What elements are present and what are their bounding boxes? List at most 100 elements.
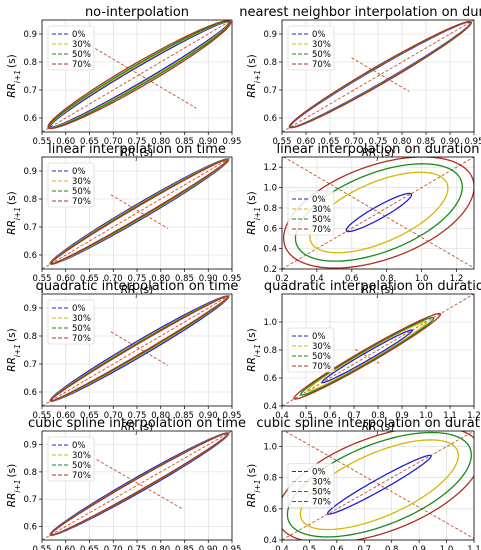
identity-line xyxy=(42,157,232,269)
x-tick-label: 0.90 xyxy=(199,274,218,284)
ellipse-30pct xyxy=(309,171,449,254)
panel-6: 0.4 0.5 0.6 0.7 0.8 0.9 1.0 1.1 1.2 0.4 0.6 0.8 1.0 q… xyxy=(246,279,481,437)
chart-title: quadratic interpolation on time xyxy=(36,279,239,294)
y-axis-label: RRi+1(s) xyxy=(6,191,22,234)
x-tick-label: 0.6 xyxy=(345,274,359,284)
y-tick-label: 0.8 xyxy=(23,58,37,68)
x-tick-label: 1.1 xyxy=(467,545,481,550)
chart-title: cubic spline interpolation on time xyxy=(28,416,246,431)
legend-label: 50% xyxy=(72,50,91,60)
legend-label: 0% xyxy=(72,304,86,314)
x-tick-label: 1.1 xyxy=(443,411,457,421)
x-tick-label: 0.70 xyxy=(104,411,123,421)
x-tick-label: 0.5 xyxy=(299,411,313,421)
y-tick-label: 0.7 xyxy=(23,360,37,370)
ellipse-50pct xyxy=(294,163,463,262)
x-tick-label: 0.95 xyxy=(465,137,481,147)
legend: 0%30%50%70% xyxy=(47,299,95,345)
x-tick-label: 0.65 xyxy=(80,545,99,550)
ellipse-50pct xyxy=(286,431,472,538)
x-tick-label: 0.95 xyxy=(223,545,242,550)
y-tick-label: 0.8 xyxy=(263,474,277,484)
ellipse-70pct xyxy=(50,158,229,265)
legend-label: 50% xyxy=(312,215,331,225)
identity-line xyxy=(42,431,232,540)
x-tick-label: 0.7 xyxy=(347,411,361,421)
legend-label: 70% xyxy=(312,60,331,70)
y-tick-label: 0.6 xyxy=(23,522,37,532)
x-tick-label: 0.65 xyxy=(80,411,99,421)
x-tick-label: 0.55 xyxy=(33,545,52,550)
y-tick-label: 0.9 xyxy=(23,441,37,451)
x-tick-label: 0.90 xyxy=(199,545,218,550)
x-tick-label: 1.0 xyxy=(440,545,454,550)
legend-label: 30% xyxy=(312,205,331,215)
legend: 0%30%50%70% xyxy=(287,327,335,373)
x-tick-label: 0.6 xyxy=(323,411,337,421)
x-tick-label: 0.75 xyxy=(128,137,147,147)
y-tick-label: 0.7 xyxy=(263,86,277,96)
x-tick-label: 0.90 xyxy=(199,137,218,147)
identity-line xyxy=(282,157,474,269)
x-tick-label: 0.90 xyxy=(199,411,218,421)
y-tick-label: 1.0 xyxy=(263,318,277,328)
legend-label: 0% xyxy=(72,441,86,451)
x-tick-label: 0.2 xyxy=(275,274,289,284)
ellipse-70pct xyxy=(47,20,232,130)
y-tick-label: 0.6 xyxy=(23,114,37,124)
legend-label: 50% xyxy=(312,488,331,498)
x-tick-label: 0.4 xyxy=(310,274,324,284)
legend-label: 50% xyxy=(312,352,331,362)
ellipse-70pct xyxy=(293,312,442,400)
x-tick-label: 0.95 xyxy=(223,137,242,147)
x-tick-label: 0.80 xyxy=(151,274,170,284)
panel-3: 0.55 0.60 0.65 0.70 0.75 0.80 0.85 0.90 0.95 0.6 0… xyxy=(6,142,241,300)
x-tick-label: 0.55 xyxy=(273,137,292,147)
legend-label: 50% xyxy=(312,50,331,60)
minor-axis-line xyxy=(82,40,197,109)
x-tick-label: 0.9 xyxy=(412,545,426,550)
chart-title: quadratic interpolation on duration xyxy=(264,279,481,294)
y-tick-label: 0.9 xyxy=(23,304,37,314)
x-tick-label: 0.60 xyxy=(56,137,75,147)
ellipse-30pct xyxy=(306,320,428,392)
legend-label: 70% xyxy=(72,334,91,344)
identity-line xyxy=(42,294,232,406)
x-tick-label: 0.95 xyxy=(223,274,242,284)
x-tick-label: 0.70 xyxy=(345,137,364,147)
y-tick-label: 0.6 xyxy=(263,224,277,234)
y-tick-label: 0.8 xyxy=(23,195,37,205)
ellipse-0pct xyxy=(345,192,413,233)
x-tick-label: 0.55 xyxy=(33,137,52,147)
minor-axis-line xyxy=(283,431,474,539)
x-tick-label: 1.0 xyxy=(419,411,433,421)
x-tick-label: 0.85 xyxy=(175,137,194,147)
panel-8: 0.4 0.5 0.6 0.7 0.8 0.9 1.0 1.1 0.4 0.6 0.8 1.0 cubi… xyxy=(246,416,481,550)
x-tick-label: 0.8 xyxy=(371,411,385,421)
x-tick-label: 0.9 xyxy=(395,411,409,421)
x-tick-label: 0.60 xyxy=(56,274,75,284)
y-tick-label: 0.8 xyxy=(263,58,277,68)
legend-label: 70% xyxy=(312,362,331,372)
y-axis-label: RRi+1(s) xyxy=(246,191,262,234)
identity-line xyxy=(282,431,474,540)
legend-label: 70% xyxy=(72,197,91,207)
legend-label: 0% xyxy=(72,30,86,40)
ellipse-70pct xyxy=(282,157,474,269)
y-tick-label: 0.6 xyxy=(23,388,37,398)
y-tick-label: 0.7 xyxy=(23,495,37,505)
ellipse-70pct xyxy=(282,431,474,540)
y-tick-label: 0.8 xyxy=(23,468,37,478)
x-tick-label: 0.60 xyxy=(56,411,75,421)
x-tick-label: 0.65 xyxy=(80,274,99,284)
legend-label: 30% xyxy=(72,314,91,324)
chart-title: no-interpolation xyxy=(85,5,189,20)
chart-title: nearest neighbor interpolation on durati… xyxy=(239,5,481,20)
legend: 0%30%50%70% xyxy=(287,463,335,508)
x-tick-label: 0.80 xyxy=(151,411,170,421)
legend-label: 0% xyxy=(312,195,326,205)
legend-label: 70% xyxy=(72,60,91,70)
x-tick-label: 0.70 xyxy=(104,274,123,284)
x-tick-label: 0.5 xyxy=(303,545,317,550)
legend: 0%30%50%70% xyxy=(47,162,95,208)
